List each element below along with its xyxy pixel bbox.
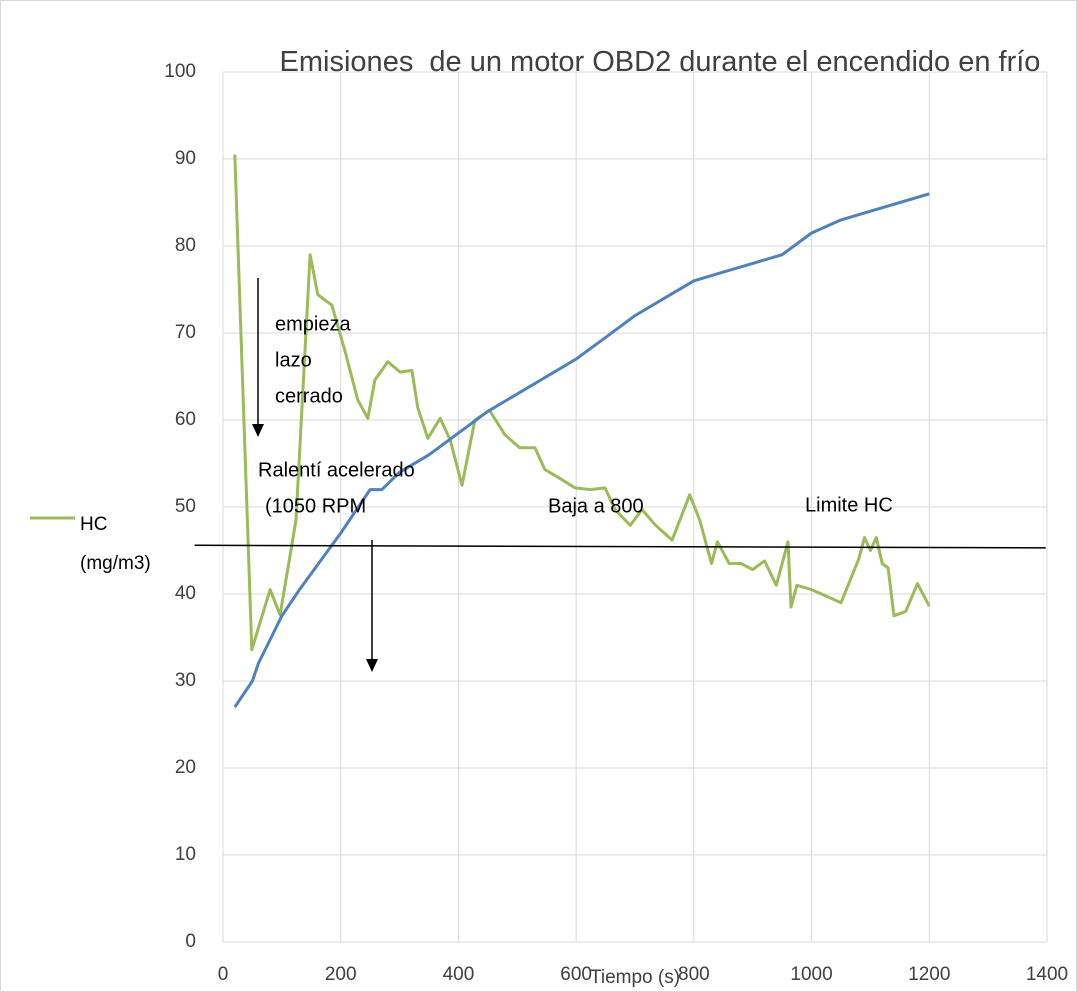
y-tick-label: 50 — [175, 496, 196, 517]
x-tick-label: 400 — [443, 964, 475, 985]
line-series — [233, 192, 930, 708]
x-tick-label: 1400 — [1026, 964, 1068, 985]
legend-label: HC (mg/m3) — [80, 514, 151, 574]
annotation: lazo — [275, 349, 312, 371]
x-tick-label: 800 — [678, 964, 710, 985]
annotation: (1050 RPM — [265, 495, 366, 517]
y-tick-label: 100 — [164, 61, 196, 82]
y-tick-label: 20 — [175, 757, 196, 778]
line-series — [194, 544, 1046, 549]
y-tick-label: 30 — [175, 670, 196, 691]
x-tick-label: 1000 — [790, 964, 832, 985]
y-tick-label: 60 — [175, 409, 196, 430]
line-series — [233, 154, 931, 652]
x-tick-label: 200 — [325, 964, 357, 985]
y-tick-label: 90 — [175, 148, 196, 169]
x-axis-label: Tiempo (s) — [590, 967, 680, 988]
y-tick-label: 80 — [175, 235, 196, 256]
annotation: Baja a 800 — [548, 495, 644, 517]
y-tick-label: 40 — [175, 583, 196, 604]
y-tick-label: 70 — [175, 322, 196, 343]
x-tick-label: 1200 — [908, 964, 950, 985]
arrow — [366, 540, 378, 672]
annotation: Ralentí acelerado — [258, 459, 415, 481]
y-tick-label: 0 — [185, 931, 196, 952]
annotation: Limite HC — [805, 494, 893, 516]
annotation: cerrado — [275, 385, 343, 407]
x-tick-label: 600 — [560, 964, 592, 985]
annotation: empieza — [275, 313, 351, 335]
x-tick-label: 0 — [218, 964, 229, 985]
chart-title: Emisiones de un motor OBD2 durante el en… — [279, 46, 1041, 78]
arrow — [252, 278, 264, 437]
y-tick-label: 10 — [175, 844, 196, 865]
